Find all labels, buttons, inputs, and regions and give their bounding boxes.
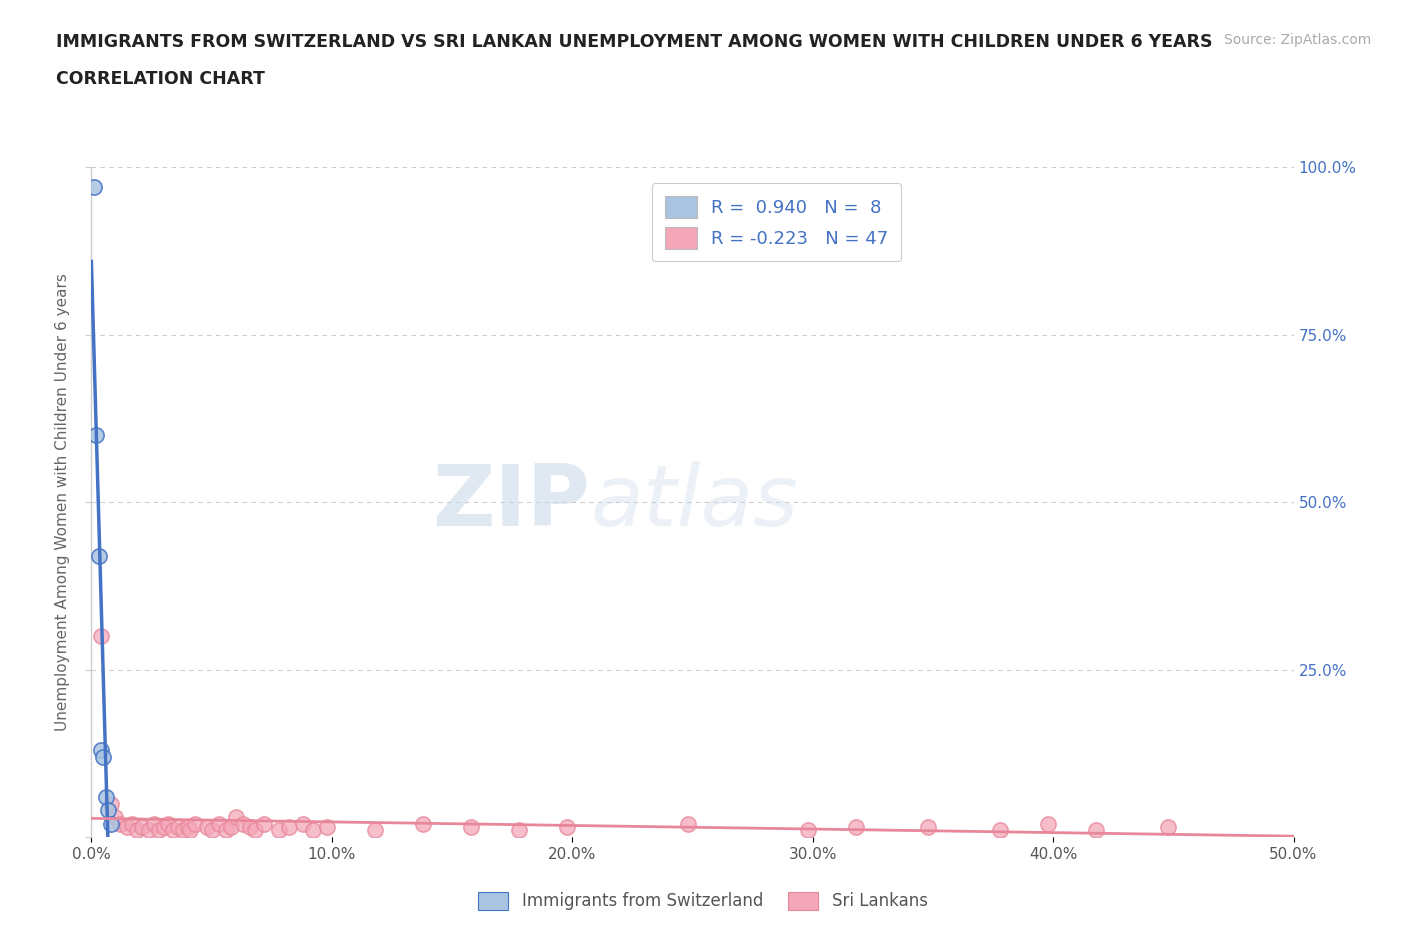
Point	[148, 823, 170, 838]
Point	[508, 823, 530, 838]
Point	[364, 823, 387, 838]
Point	[1038, 817, 1060, 831]
Point	[460, 819, 482, 834]
Point	[676, 817, 699, 831]
Point	[93, 750, 115, 764]
Point	[87, 549, 110, 564]
Point	[125, 823, 148, 838]
Point	[239, 819, 262, 834]
Text: ZIP: ZIP	[433, 460, 591, 544]
Point	[184, 817, 207, 831]
Point	[100, 796, 122, 811]
Point	[253, 817, 276, 831]
Point	[131, 819, 153, 834]
Point	[797, 823, 820, 838]
Point	[121, 817, 143, 831]
Point	[917, 819, 939, 834]
Point	[100, 817, 122, 831]
Point	[845, 819, 868, 834]
Point	[162, 823, 184, 838]
Legend: R =  0.940   N =  8, R = -0.223   N = 47: R = 0.940 N = 8, R = -0.223 N = 47	[652, 183, 901, 261]
Point	[201, 823, 224, 838]
Point	[988, 823, 1011, 838]
Point	[157, 817, 180, 831]
Point	[152, 819, 174, 834]
Point	[94, 790, 117, 804]
Y-axis label: Unemployment Among Women with Children Under 6 years: Unemployment Among Women with Children U…	[55, 273, 70, 731]
Text: CORRELATION CHART: CORRELATION CHART	[56, 70, 266, 87]
Point	[84, 428, 107, 443]
Point	[208, 817, 231, 831]
Point	[110, 817, 132, 831]
Point	[117, 819, 139, 834]
Point	[277, 819, 299, 834]
Point	[232, 817, 254, 831]
Text: atlas: atlas	[591, 460, 799, 544]
Point	[301, 823, 323, 838]
Point	[316, 819, 339, 834]
Point	[97, 803, 120, 817]
Point	[225, 809, 247, 824]
Point	[243, 823, 266, 838]
Point	[179, 823, 201, 838]
Point	[172, 823, 194, 838]
Text: IMMIGRANTS FROM SWITZERLAND VS SRI LANKAN UNEMPLOYMENT AMONG WOMEN WITH CHILDREN: IMMIGRANTS FROM SWITZERLAND VS SRI LANKA…	[56, 33, 1213, 50]
Point	[138, 823, 160, 838]
Text: Source: ZipAtlas.com: Source: ZipAtlas.com	[1223, 33, 1371, 46]
Point	[557, 819, 579, 834]
Point	[291, 817, 314, 831]
Point	[412, 817, 434, 831]
Legend: Immigrants from Switzerland, Sri Lankans: Immigrants from Switzerland, Sri Lankans	[472, 885, 934, 917]
Point	[1157, 819, 1180, 834]
Point	[1085, 823, 1108, 838]
Point	[142, 817, 165, 831]
Point	[167, 819, 190, 834]
Point	[219, 819, 242, 834]
Point	[176, 819, 198, 834]
Point	[90, 742, 112, 757]
Point	[90, 629, 112, 644]
Point	[195, 819, 218, 834]
Point	[215, 823, 238, 838]
Point	[83, 180, 105, 195]
Point	[104, 809, 127, 824]
Point	[267, 823, 290, 838]
